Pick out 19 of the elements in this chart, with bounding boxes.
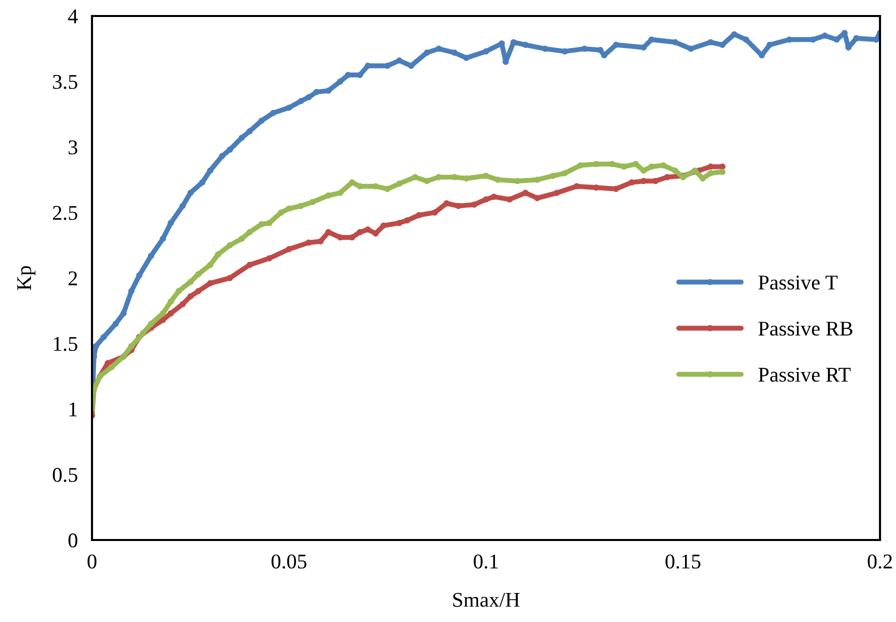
y-axis-title: Kp [17, 266, 36, 290]
y-tick-label: 4 [68, 10, 78, 24]
y-tick-label: 3 [68, 140, 78, 154]
x-axis-title: Smax/H [453, 592, 520, 607]
legend-label: Passive RB [758, 322, 852, 336]
y-tick-label: 1 [70, 402, 77, 416]
y-tick-label: 0.5 [52, 468, 78, 482]
x-tick-label: 0.15 [666, 554, 700, 569]
x-tick-label: 0.2 [868, 554, 892, 569]
x-tick-label: 0.05 [272, 554, 306, 569]
legend-label: Passive T [758, 276, 838, 290]
x-tick-label: 0.1 [474, 554, 498, 569]
x-tick-label: 0 [88, 554, 96, 569]
y-tick-label: 2.5 [52, 206, 78, 220]
y-tick-label: 0 [68, 533, 78, 548]
legend-label: Passive RT [758, 368, 851, 382]
y-tick-label: 2 [68, 271, 77, 286]
y-tick-label: 1.5 [54, 336, 78, 352]
y-tick-label: 3.5 [53, 74, 78, 90]
